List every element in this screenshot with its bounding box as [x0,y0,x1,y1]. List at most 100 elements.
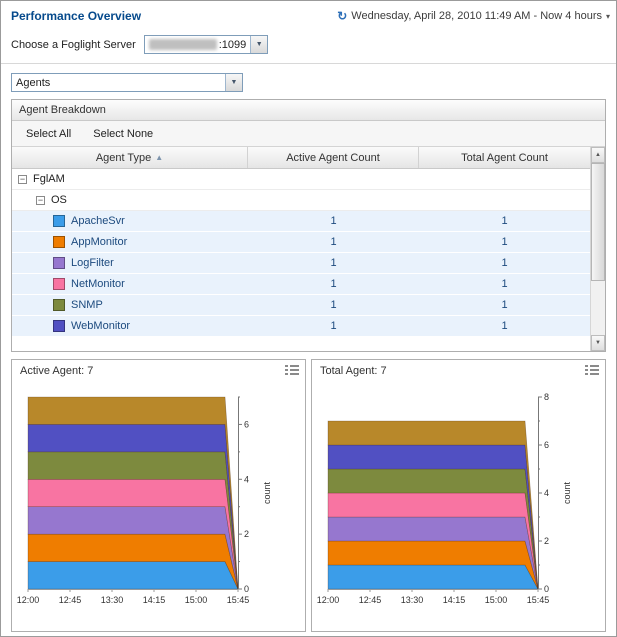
server-name-redacted [148,39,217,50]
svg-text:0: 0 [544,584,549,594]
chart-title: Active Agent: 7 [20,365,94,377]
total-agent-chart: 0 2 4 6 8 12:00 12:45 13:30 14:15 15:00 15:45 count [317,392,572,605]
agent-name: LogFilter [71,257,114,269]
agent-name: NetMonitor [71,278,125,290]
svg-text:12:00: 12:00 [17,595,40,605]
agent-name: SNMP [71,299,103,311]
table-row[interactable]: NetMonitor 1 1 [12,274,590,295]
divider [1,63,616,64]
svg-text:4: 4 [544,488,549,498]
svg-text:14:15: 14:15 [143,595,166,605]
agent-color-swatch [53,236,65,248]
table-header-row: Agent Type ▲ Active Agent Count Total Ag… [12,147,590,169]
agent-color-swatch [53,278,65,290]
agent-breakdown-panel: Agent Breakdown Select All Select None A… [11,99,606,352]
tree-node-label: OS [51,194,67,206]
table-toolbar: Select All Select None [12,121,605,147]
tree-node-label: FglAM [33,173,65,185]
agent-color-swatch [53,257,65,269]
svg-text:15:45: 15:45 [527,595,550,605]
chart-header: Active Agent: 7 [12,360,305,379]
view-select[interactable]: Agents ▼ [11,73,243,92]
table-row-fglam[interactable]: − FglAM [12,169,590,190]
scrollbar-track[interactable] [591,163,605,335]
active-agent-count: 1 [330,278,337,290]
dropdown-arrow-icon[interactable]: ▼ [250,36,268,53]
agent-name: AppMonitor [71,236,128,248]
table-row-os[interactable]: − OS [12,190,590,211]
agent-name: WebMonitor [71,320,131,332]
agent-color-swatch [53,215,65,227]
top-bar: Performance Overview ↻ Wednesday, April … [1,1,616,23]
svg-text:6: 6 [544,440,549,450]
agent-color-swatch [53,299,65,311]
select-none-button[interactable]: Select None [93,127,154,140]
active-agent-count: 1 [330,320,337,332]
table-row[interactable]: ApacheSvr 1 1 [12,211,590,232]
svg-text:15:45: 15:45 [227,595,250,605]
chart-customizer-icon[interactable] [585,365,599,379]
chart-title: Total Agent: 7 [320,365,387,377]
svg-text:13:30: 13:30 [401,595,424,605]
time-range-label: Wednesday, April 28, 2010 11:49 AM - Now… [351,10,602,22]
table-row[interactable]: AppMonitor 1 1 [12,232,590,253]
total-agent-count: 1 [501,236,508,248]
svg-text:4: 4 [244,474,249,484]
server-selector-row: Choose a Foglight Server :1099 ▼ [11,35,616,54]
collapse-icon[interactable]: − [36,194,45,205]
svg-text:14:15: 14:15 [443,595,466,605]
table-scrollbar[interactable]: ▲ ▼ [590,147,605,351]
svg-text:2: 2 [544,536,549,546]
svg-text:8: 8 [544,392,549,402]
server-select[interactable]: :1099 ▼ [143,35,269,54]
svg-text:0: 0 [244,584,249,594]
total-agent-count: 1 [501,215,508,227]
svg-text:13:30: 13:30 [101,595,124,605]
svg-text:count: count [262,481,272,504]
active-agent-count: 1 [330,299,337,311]
page-title: Performance Overview [11,9,142,23]
total-agent-count: 1 [501,257,508,269]
scroll-up-icon[interactable]: ▲ [591,147,605,163]
chart-header: Total Agent: 7 [312,360,605,379]
agent-name: ApacheSvr [71,215,125,227]
total-agent-count: 1 [501,320,508,332]
table-row[interactable]: LogFilter 1 1 [12,253,590,274]
total-agent-count: 1 [501,278,508,290]
table-row[interactable]: SNMP 1 1 [12,295,590,316]
active-agent-chart: 0 2 4 6 12:00 12:45 13:30 14:15 15:00 15:45 count [17,396,272,605]
svg-text:12:00: 12:00 [317,595,340,605]
column-header-active-count[interactable]: Active Agent Count [248,147,419,168]
collapse-icon[interactable]: − [18,173,27,184]
active-agent-count: 1 [330,236,337,248]
view-select-value: Agents [16,76,51,89]
svg-text:15:00: 15:00 [185,595,208,605]
svg-text:12:45: 12:45 [59,595,82,605]
server-port: :1099 [218,38,247,51]
charts-row: Active Agent: 7 0 2 4 6 12:00 12:45 13:30 14:15… [11,359,606,632]
total-agent-count: 1 [501,299,508,311]
active-agent-chart-panel: Active Agent: 7 0 2 4 6 12:00 12:45 13:30 14:15… [11,359,306,632]
panel-title: Agent Breakdown [12,100,605,121]
scrollbar-thumb[interactable] [591,163,605,281]
agent-table: Agent Type ▲ Active Agent Count Total Ag… [12,147,605,351]
chart-customizer-icon[interactable] [285,365,299,379]
active-agent-count: 1 [330,215,337,227]
svg-text:15:00: 15:00 [485,595,508,605]
column-header-agent-type[interactable]: Agent Type ▲ [12,147,248,168]
server-label: Choose a Foglight Server [11,38,136,51]
sort-ascending-icon: ▲ [155,153,164,162]
dropdown-arrow-icon[interactable]: ▼ [225,74,242,91]
table-row[interactable]: WebMonitor 1 1 [12,316,590,337]
svg-text:12:45: 12:45 [359,595,382,605]
svg-text:6: 6 [244,419,249,429]
select-all-button[interactable]: Select All [26,127,72,140]
scroll-down-icon[interactable]: ▼ [591,335,605,351]
agent-color-swatch [53,320,65,332]
column-label: Agent Type [95,151,152,164]
time-range-control[interactable]: ↻ Wednesday, April 28, 2010 11:49 AM - N… [337,9,610,23]
column-header-total-count[interactable]: Total Agent Count [461,151,548,164]
chevron-down-icon: ▾ [605,11,610,21]
svg-text:count: count [562,481,572,504]
